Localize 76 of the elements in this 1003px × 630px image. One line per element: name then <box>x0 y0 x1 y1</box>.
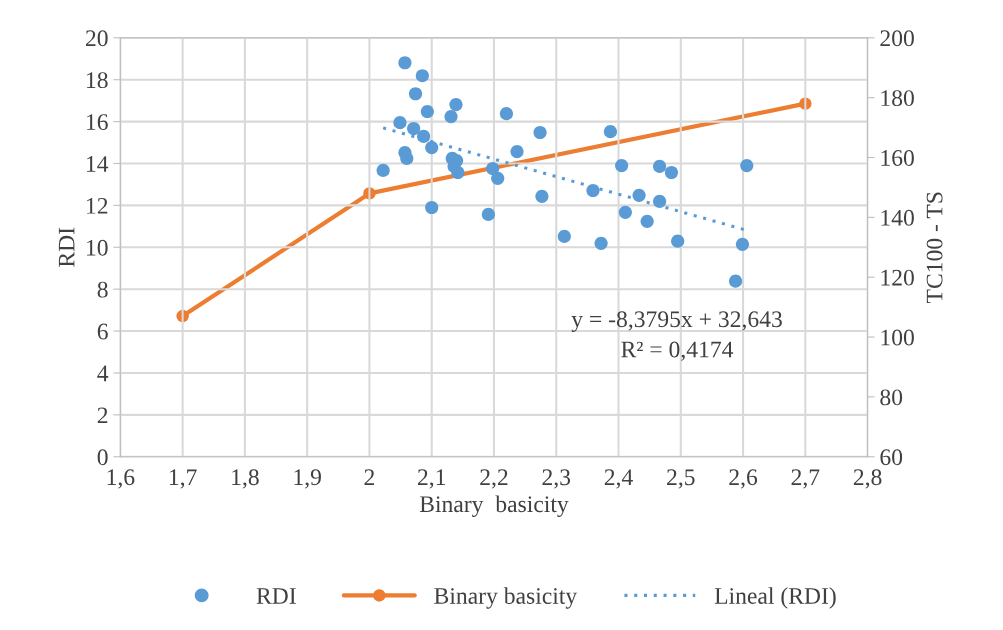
y-tick-label: 0 <box>97 449 108 466</box>
y-tick-label: 6 <box>97 323 108 340</box>
point <box>615 158 629 173</box>
y2-tick-label: 80 <box>880 389 903 406</box>
point <box>740 158 754 173</box>
y-tick-label: 2 <box>97 407 108 424</box>
point <box>535 189 549 203</box>
point <box>671 234 685 248</box>
point <box>425 140 439 155</box>
point <box>640 214 654 228</box>
x-tick-label: 2,8 <box>853 469 882 489</box>
point <box>451 165 465 180</box>
point <box>420 104 434 119</box>
x-tick-label: 1,8 <box>232 469 259 489</box>
y-tick-label: 20 <box>85 30 108 47</box>
point <box>491 171 505 185</box>
x-tick-label: 2 <box>364 469 375 485</box>
point <box>618 205 632 219</box>
legend-label: RDI <box>256 588 296 604</box>
point <box>486 161 500 176</box>
y-tick-label: 14 <box>87 156 109 172</box>
y2-tick-label: 60 <box>880 449 903 466</box>
point <box>408 87 423 101</box>
y-tick-label: 4 <box>97 365 109 382</box>
x-tick-label: 2,5 <box>667 469 695 489</box>
point <box>398 56 412 70</box>
point <box>481 207 495 221</box>
point <box>594 236 608 250</box>
y-tick-label: 10 <box>87 239 108 256</box>
x-tick-label: 2,1 <box>417 469 446 489</box>
legend-label: Lineal (RDI) <box>714 587 836 609</box>
annotation: y = -8,3795x + 32,643 <box>571 311 782 333</box>
point <box>499 107 514 121</box>
point <box>407 121 421 136</box>
point <box>400 151 414 166</box>
y-tick-label: 8 <box>97 281 108 298</box>
x-tick-label: 2,7 <box>791 469 820 489</box>
point <box>664 165 679 180</box>
point <box>510 144 524 159</box>
x-tick-label: 1,6 <box>107 469 135 489</box>
y2-axis-title: TC100 - TS <box>926 192 943 304</box>
point <box>417 129 431 144</box>
point <box>393 116 407 130</box>
point <box>632 188 646 202</box>
point <box>533 125 547 140</box>
x-axis-title: Binary basicity <box>419 495 569 517</box>
point <box>415 69 429 83</box>
point <box>653 194 667 208</box>
y-tick-label: 16 <box>87 114 108 131</box>
x-tick-label: 1,9 <box>294 469 321 489</box>
point <box>586 183 600 198</box>
x-tick-label: 2,2 <box>480 469 508 489</box>
point <box>425 200 439 215</box>
point <box>729 274 743 288</box>
x-tick-label: 2,6 <box>729 469 758 489</box>
x-tick-label: 2,4 <box>604 469 633 489</box>
annotation: R² = 0,4174 <box>621 341 734 361</box>
y2-tick-label: 180 <box>881 90 914 107</box>
legend-label: Binary basicity <box>434 587 578 609</box>
y-axis-title: RDI <box>58 227 75 267</box>
point <box>376 163 390 177</box>
y2-tick-label: 200 <box>880 30 914 47</box>
point <box>653 159 667 174</box>
x-tick-label: 2,3 <box>542 469 571 489</box>
point <box>444 109 458 124</box>
y2-tick-label: 120 <box>881 269 914 286</box>
y2-tick-label: 100 <box>881 329 914 346</box>
y2-tick-label: 140 <box>881 209 914 226</box>
y-tick-label: 12 <box>87 197 108 214</box>
point <box>603 125 618 139</box>
point <box>449 98 463 112</box>
y2-tick-label: 160 <box>881 149 914 166</box>
x-tick-label: 1,7 <box>169 469 197 489</box>
point <box>735 237 750 251</box>
y-tick-label: 18 <box>87 72 108 89</box>
point <box>557 229 571 243</box>
